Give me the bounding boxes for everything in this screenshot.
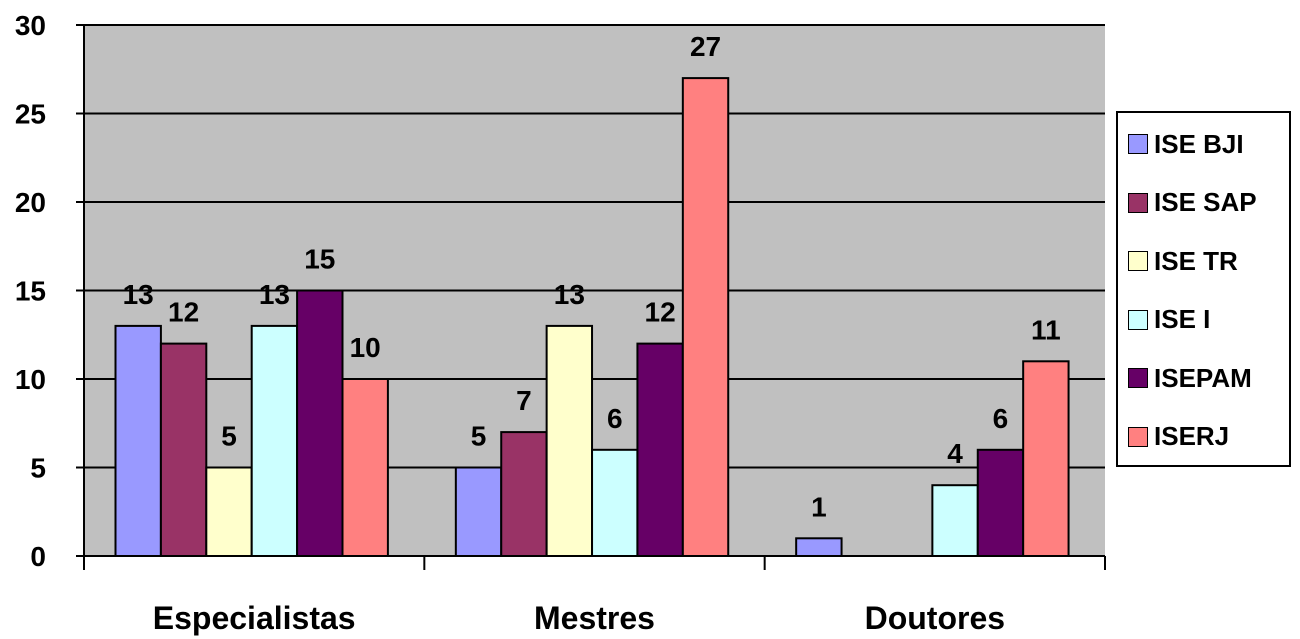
bar-especialistas-1 <box>114 324 162 557</box>
legend: ISE BJI ISE SAP ISE TR ISE I ISEPAM ISERJ <box>1116 111 1291 467</box>
bar-especialistas-3 <box>205 466 253 557</box>
bars <box>114 77 1070 558</box>
legend-swatch <box>1128 134 1148 154</box>
legend-label: ISEPAM <box>1154 362 1252 393</box>
bar-mestres-4 <box>591 448 639 557</box>
legend-swatch <box>1128 368 1148 388</box>
data-label: 13 <box>123 279 154 310</box>
legend-label: ISE I <box>1154 304 1211 334</box>
y-tick-label: 20 <box>15 187 46 218</box>
legend-label: ISE BJI <box>1154 128 1244 159</box>
data-label: 13 <box>259 279 290 310</box>
axes <box>76 24 1106 570</box>
data-label: 7 <box>516 385 532 416</box>
data-label: 6 <box>607 403 623 434</box>
y-tick-label: 30 <box>15 10 46 41</box>
bar-doutores-4 <box>931 484 979 558</box>
legend-item: ISE I <box>1128 304 1211 335</box>
legend-label: ISE SAP <box>1154 187 1257 217</box>
bar-especialistas-5 <box>296 289 344 557</box>
data-label: 11 <box>1031 314 1061 345</box>
legend-item: ISEPAM <box>1128 363 1252 393</box>
bar-mestres-2 <box>500 431 548 558</box>
bar-mestres-3 <box>545 324 594 557</box>
bar-mestres-1 <box>454 466 503 557</box>
y-tick-label: 0 <box>30 541 46 572</box>
data-label: 6 <box>993 403 1009 434</box>
y-tick-labels: 0 5 10 15 20 25 30 <box>15 10 46 572</box>
bar-doutores-5 <box>976 448 1025 557</box>
legend-swatch <box>1128 426 1148 447</box>
data-label: 12 <box>168 297 199 328</box>
data-label: 5 <box>471 421 487 452</box>
legend-item: ISE BJI <box>1128 129 1244 159</box>
x-tick-label: Doutores <box>865 600 1005 636</box>
legend-item: ISE TR <box>1128 246 1238 276</box>
x-tick-label: Especialistas <box>153 600 356 636</box>
data-label: 4 <box>947 438 963 469</box>
bar-mestres-6 <box>681 77 730 557</box>
legend-label: ISE TR <box>1154 245 1238 276</box>
bar-especialistas-2 <box>159 342 208 557</box>
data-label: 1 <box>811 491 827 522</box>
x-tick-label: Mestres <box>534 600 655 636</box>
legend-swatch <box>1128 309 1148 330</box>
x-tick-labels: Especialistas Mestres Doutores <box>153 600 1005 636</box>
legend-label: ISERJ <box>1154 421 1230 451</box>
data-label: 15 <box>304 244 335 275</box>
data-label: 10 <box>350 332 381 363</box>
bar-especialistas-4 <box>250 324 299 557</box>
data-label: 13 <box>554 279 585 310</box>
y-tick-label: 15 <box>15 276 46 307</box>
data-label: 27 <box>690 31 721 62</box>
legend-item: ISERJ <box>1128 421 1230 452</box>
legend-swatch <box>1128 251 1148 271</box>
y-tick-label: 25 <box>15 99 46 130</box>
legend-swatch <box>1128 192 1148 213</box>
y-tick-label: 10 <box>15 364 46 395</box>
legend-item: ISE SAP <box>1128 187 1257 218</box>
bar-especialistas-6 <box>341 378 389 557</box>
bar-mestres-5 <box>636 342 684 557</box>
bar-doutores-1 <box>795 537 843 557</box>
data-label: 5 <box>221 421 237 452</box>
bar-doutores-6 <box>1022 360 1070 557</box>
data-label: 12 <box>645 297 676 328</box>
y-tick-label: 5 <box>30 453 46 484</box>
